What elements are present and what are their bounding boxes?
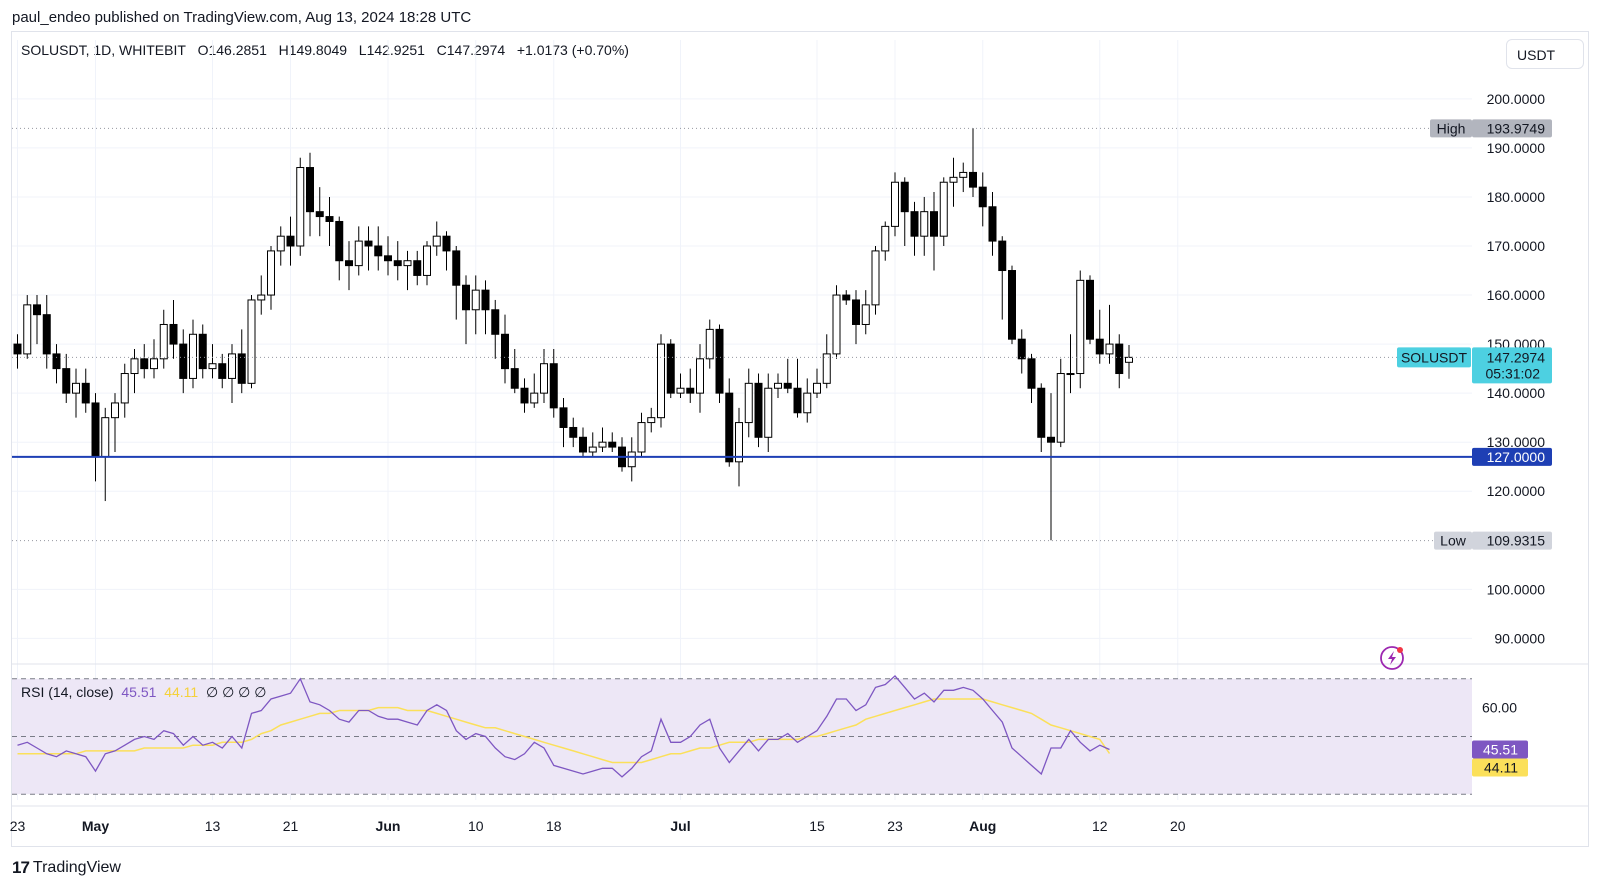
legend-high: 149.8049 (288, 42, 348, 58)
legend-high-label: H (278, 42, 289, 58)
rsi-legend: RSI (14, close) 45.51 44.11 ∅ ∅ ∅ ∅ (21, 684, 266, 701)
legend-open-label: O (197, 42, 209, 58)
publish-info: paul_endeo published on TradingView.com,… (12, 9, 472, 26)
currency-button[interactable]: USDT (1506, 39, 1584, 69)
rsi-title[interactable]: RSI (14, close) (21, 684, 114, 700)
legend-close-label: C (436, 42, 447, 58)
tradingview-logo[interactable]: 17 TradingView (12, 858, 121, 878)
legend-low-label: L (358, 42, 367, 58)
rsi-ma-value: 44.11 (164, 684, 199, 700)
chart-frame (11, 31, 1589, 847)
legend-symbol[interactable]: SOLUSDT, 1D, WHITEBIT (21, 42, 186, 58)
tradingview-logo-icon: 17 (12, 858, 30, 877)
legend-change: +1.0173 (+0.70%) (516, 42, 629, 58)
rsi-value: 45.51 (121, 684, 157, 700)
ohlc-legend: SOLUSDT, 1D, WHITEBIT O146.2851 H149.804… (21, 42, 629, 58)
logo-text: TradingView (32, 859, 121, 876)
legend-low: 142.9251 (366, 42, 425, 58)
legend-open: 146.2851 (208, 42, 267, 58)
legend-close: 147.2974 (446, 42, 506, 58)
rsi-extra: ∅ ∅ ∅ ∅ (205, 684, 267, 700)
